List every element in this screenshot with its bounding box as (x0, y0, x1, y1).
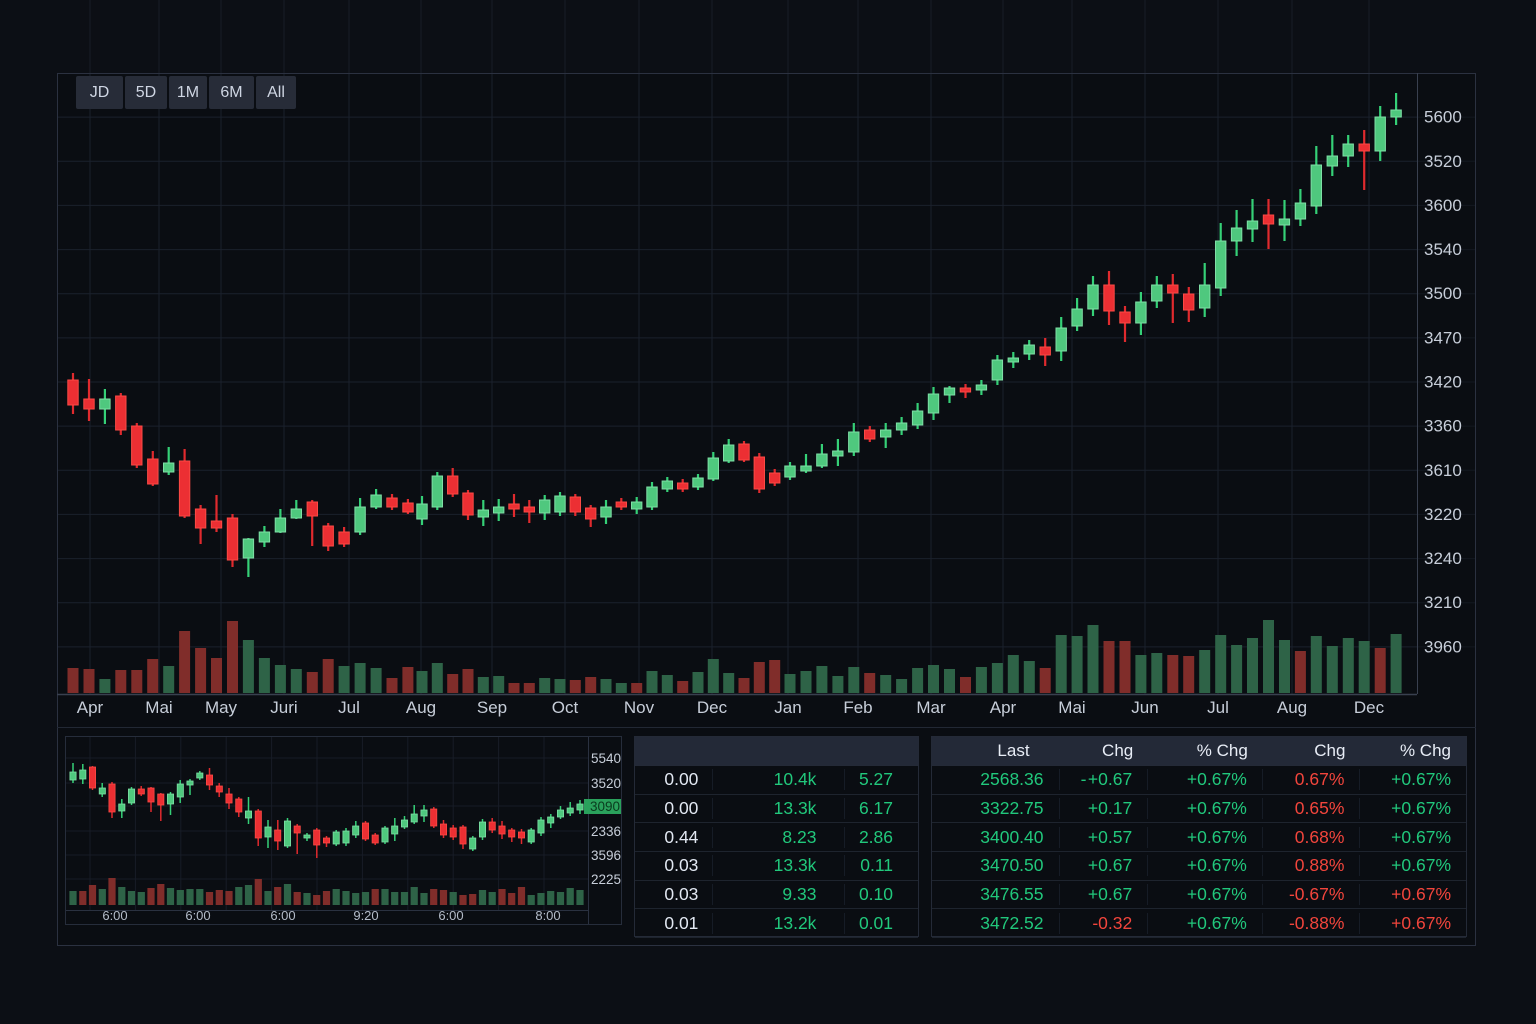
svg-text:8:00: 8:00 (535, 908, 560, 923)
svg-text:Oct: Oct (552, 698, 579, 717)
svg-text:Jul: Jul (1207, 698, 1229, 717)
svg-text:5540: 5540 (591, 751, 621, 766)
svg-text:Aug: Aug (1277, 698, 1307, 717)
svg-text:6:00: 6:00 (270, 908, 295, 923)
svg-text:3600: 3600 (1424, 196, 1462, 215)
svg-text:Jan: Jan (774, 698, 801, 717)
svg-text:Mai: Mai (1058, 698, 1085, 717)
svg-text:3596: 3596 (591, 848, 621, 863)
svg-text:6:00: 6:00 (102, 908, 127, 923)
svg-text:5600: 5600 (1424, 108, 1462, 127)
svg-text:9:20: 9:20 (353, 908, 378, 923)
svg-text:Juri: Juri (270, 698, 297, 717)
svg-text:3360: 3360 (1424, 417, 1462, 436)
svg-text:Aug: Aug (406, 698, 436, 717)
svg-text:3960: 3960 (1424, 637, 1462, 656)
svg-text:3610: 3610 (1424, 461, 1462, 480)
svg-text:Dec: Dec (1354, 698, 1385, 717)
svg-text:3540: 3540 (1424, 240, 1462, 259)
svg-text:Dec: Dec (697, 698, 728, 717)
svg-text:3470: 3470 (1424, 328, 1462, 347)
svg-text:3500: 3500 (1424, 284, 1462, 303)
svg-text:3520: 3520 (1424, 152, 1462, 171)
svg-text:Apr: Apr (77, 698, 104, 717)
svg-text:Mai: Mai (145, 698, 172, 717)
svg-text:3210: 3210 (1424, 593, 1462, 612)
svg-text:2225: 2225 (591, 872, 621, 887)
svg-text:Sep: Sep (477, 698, 507, 717)
svg-text:3520: 3520 (591, 776, 621, 791)
svg-text:May: May (205, 698, 238, 717)
svg-text:6:00: 6:00 (185, 908, 210, 923)
svg-text:3240: 3240 (1424, 549, 1462, 568)
svg-text:3090: 3090 (590, 799, 620, 814)
svg-text:2336: 2336 (591, 824, 621, 839)
svg-text:Apr: Apr (990, 698, 1017, 717)
svg-text:Jun: Jun (1131, 698, 1158, 717)
svg-text:Feb: Feb (843, 698, 872, 717)
svg-text:Nov: Nov (624, 698, 655, 717)
svg-text:3420: 3420 (1424, 373, 1462, 392)
svg-text:Mar: Mar (916, 698, 946, 717)
svg-text:3220: 3220 (1424, 505, 1462, 524)
svg-text:Jul: Jul (338, 698, 360, 717)
svg-text:6:00: 6:00 (438, 908, 463, 923)
